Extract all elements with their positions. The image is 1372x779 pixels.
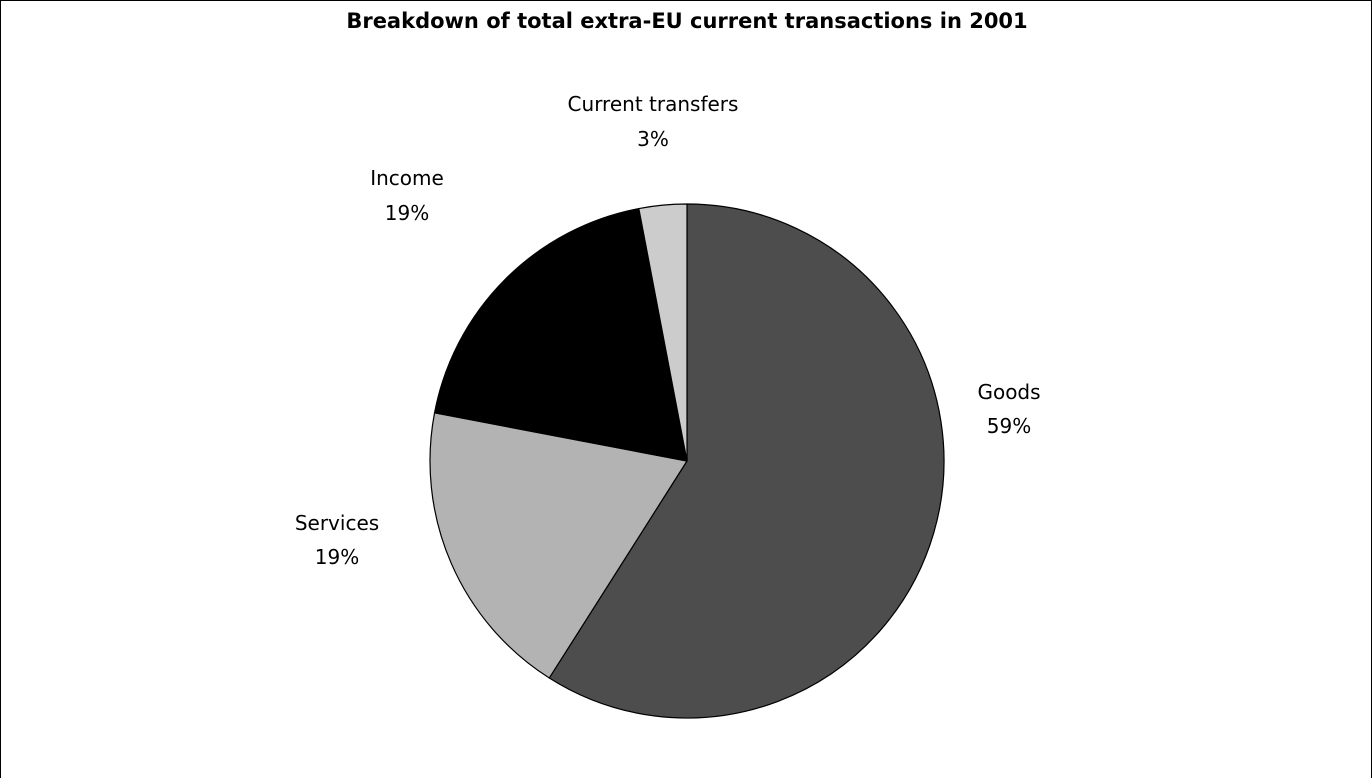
slice-label-goods: Goods — [977, 380, 1040, 404]
pie-labels: Goods 59% Services 19% Income 19% Current tran… — [295, 92, 1041, 569]
slice-percent-income: 19% — [385, 201, 429, 225]
pie-slice-current-transfers — [638, 203, 688, 462]
slice-percent-goods: 59% — [987, 414, 1031, 438]
pie-slice-income — [433, 207, 688, 462]
slice-percent-current-transfers: 3% — [637, 127, 669, 151]
slice-label-services: Services — [295, 511, 379, 535]
pie-slice-services — [429, 412, 688, 679]
slice-label-income: Income — [370, 166, 444, 190]
pie-slices — [429, 203, 945, 719]
pie-slice-goods — [548, 203, 945, 719]
slice-percent-services: 19% — [315, 545, 359, 569]
slice-label-current-transfers: Current transfers — [568, 92, 739, 116]
chart-title: Breakdown of total extra-EU current tran… — [346, 9, 1028, 33]
